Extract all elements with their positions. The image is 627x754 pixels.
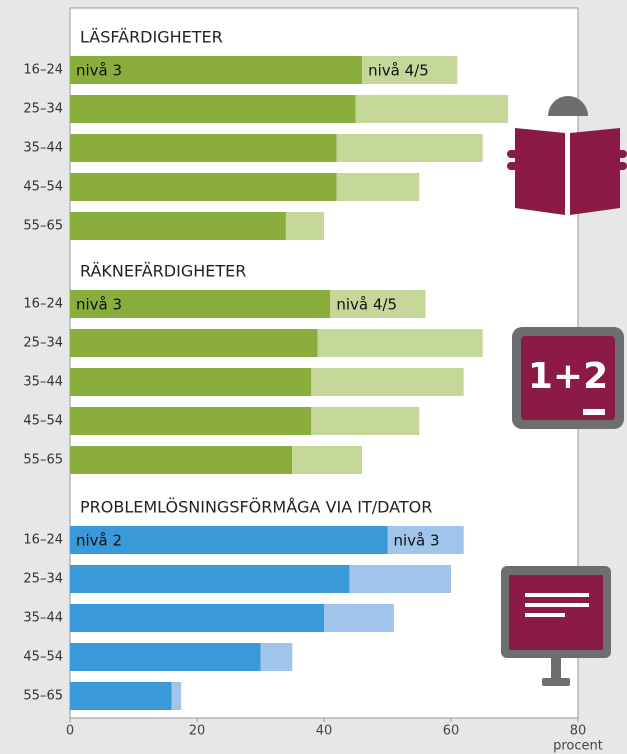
board-icon: [512, 327, 624, 429]
bar-segment: [70, 212, 286, 240]
x-tick-label: 60: [443, 724, 460, 739]
bar-segment: [311, 368, 464, 396]
x-tick-label: 0: [66, 724, 74, 739]
bar-segment: [70, 604, 324, 632]
book-icon: [507, 96, 627, 215]
bar-segment: [349, 565, 451, 593]
category-label: 35–44: [23, 611, 63, 626]
bar-segment: [336, 173, 420, 201]
category-label: 16–24: [23, 63, 63, 78]
panel-title: PROBLEMLÖSNINGSFÖRMÅGA VIA IT/DATOR: [80, 498, 432, 517]
x-axis-label: procent: [553, 739, 603, 754]
bar-segment: [70, 368, 312, 396]
category-label: 55–65: [23, 453, 63, 468]
category-label: 35–44: [23, 141, 63, 156]
bar-segment: [292, 446, 363, 474]
plot-area: [69, 7, 579, 719]
bar-segment: [317, 329, 483, 357]
category-label: 25–34: [23, 336, 63, 351]
bar-segment: [70, 446, 293, 474]
bar-segment: [70, 134, 337, 162]
category-label: 55–65: [23, 689, 63, 704]
category-label: 16–24: [23, 297, 63, 312]
bar-segment: [70, 56, 363, 84]
category-label: 16–24: [23, 533, 63, 548]
category-label: 45–54: [23, 180, 63, 195]
x-tick-label: 80: [570, 724, 587, 739]
bar-segment: [260, 643, 293, 671]
category-label: 35–44: [23, 375, 63, 390]
bar-segment: [70, 643, 261, 671]
segment-label: nivå 3: [76, 62, 122, 80]
bar-segment: [330, 290, 426, 318]
x-tick-label: 20: [189, 724, 206, 739]
bar-segment: [362, 56, 458, 84]
category-label: 45–54: [23, 650, 63, 665]
monitor-icon: [501, 566, 611, 686]
category-label: 55–65: [23, 219, 63, 234]
bar-segment: [70, 526, 388, 554]
segment-label: nivå 4/5: [336, 296, 397, 314]
x-tick-label: 40: [316, 724, 333, 739]
bar-segment: [70, 407, 312, 435]
board-text: 1+2: [528, 356, 608, 397]
bar-segment: [70, 290, 331, 318]
panel-title: RÄKNEFÄRDIGHETER: [80, 262, 246, 281]
bar-segment: [324, 604, 394, 632]
segment-label: nivå 3: [394, 532, 440, 550]
panel-title: LÄSFÄRDIGHETER: [80, 28, 223, 47]
bar-segment: [70, 565, 350, 593]
bar-segment: [70, 329, 318, 357]
bar-segment: [70, 95, 356, 123]
category-label: 45–54: [23, 414, 63, 429]
segment-label: nivå 2: [76, 532, 122, 550]
segment-label: nivå 4/5: [368, 62, 429, 80]
bar-segment: [336, 134, 483, 162]
bar-segment: [70, 173, 337, 201]
segment-label: nivå 3: [76, 296, 122, 314]
bar-segment: [355, 95, 509, 123]
bar-segment: [70, 682, 172, 710]
category-label: 25–34: [23, 102, 63, 117]
bar-segment: [387, 526, 464, 554]
bar-segment: [171, 682, 182, 710]
category-label: 25–34: [23, 572, 63, 587]
bar-segment: [311, 407, 420, 435]
bar-segment: [285, 212, 324, 240]
